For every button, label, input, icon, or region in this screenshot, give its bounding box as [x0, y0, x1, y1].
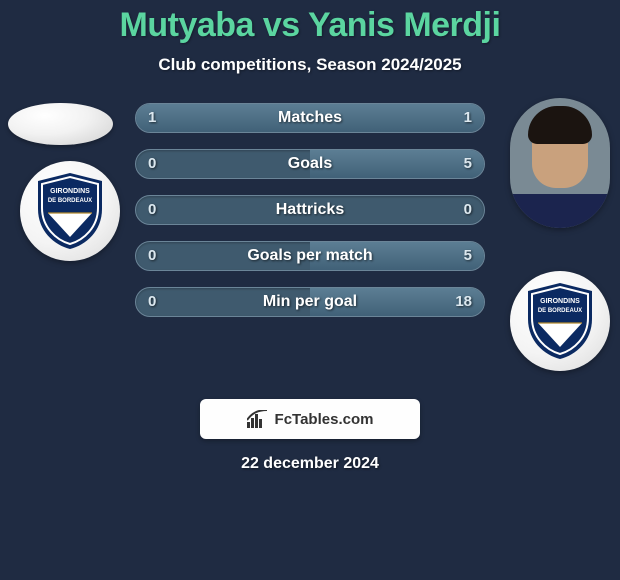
hair-shape	[528, 106, 592, 144]
date-label: 22 december 2024	[0, 455, 620, 473]
stat-bar: 00Hattricks	[135, 195, 485, 225]
club-crest-right: GIRONDINS DE BORDEAUX	[510, 271, 610, 371]
crest-text-bottom: DE BORDEAUX	[48, 198, 92, 204]
page-title: Mutyaba vs Yanis Merdji	[0, 6, 620, 45]
crest-text-bottom: DE BORDEAUX	[538, 308, 582, 314]
jersey-shape	[510, 194, 610, 228]
club-crest-left: GIRONDINS DE BORDEAUX	[20, 161, 120, 261]
shield-icon: GIRONDINS DE BORDEAUX	[524, 281, 596, 361]
stat-bar: 05Goals per match	[135, 241, 485, 271]
bar-chart-icon	[247, 410, 269, 428]
attribution-badge: FcTables.com	[200, 399, 420, 439]
stat-label: Matches	[136, 104, 484, 132]
player-left-avatar-placeholder	[8, 103, 113, 145]
stat-label: Hattricks	[136, 196, 484, 224]
crest-text-top: GIRONDINS	[50, 188, 90, 195]
comparison-area: GIRONDINS DE BORDEAUX GIRONDINS DE BORDE…	[0, 103, 620, 363]
subtitle: Club competitions, Season 2024/2025	[0, 55, 620, 75]
shield-icon: GIRONDINS DE BORDEAUX	[34, 171, 106, 251]
stat-label: Min per goal	[136, 288, 484, 316]
attribution-text: FcTables.com	[275, 411, 374, 428]
player-right-avatar	[510, 98, 610, 228]
stat-bar: 05Goals	[135, 149, 485, 179]
stat-label: Goals per match	[136, 242, 484, 270]
stat-bar: 018Min per goal	[135, 287, 485, 317]
stat-bars: 11Matches 05Goals 00Hattricks 05Goals per m…	[135, 103, 485, 333]
crest-text-top: GIRONDINS	[540, 298, 580, 305]
stat-bar: 11Matches	[135, 103, 485, 133]
stat-label: Goals	[136, 150, 484, 178]
infographic-card: Mutyaba vs Yanis Merdji Club competition…	[0, 0, 620, 580]
